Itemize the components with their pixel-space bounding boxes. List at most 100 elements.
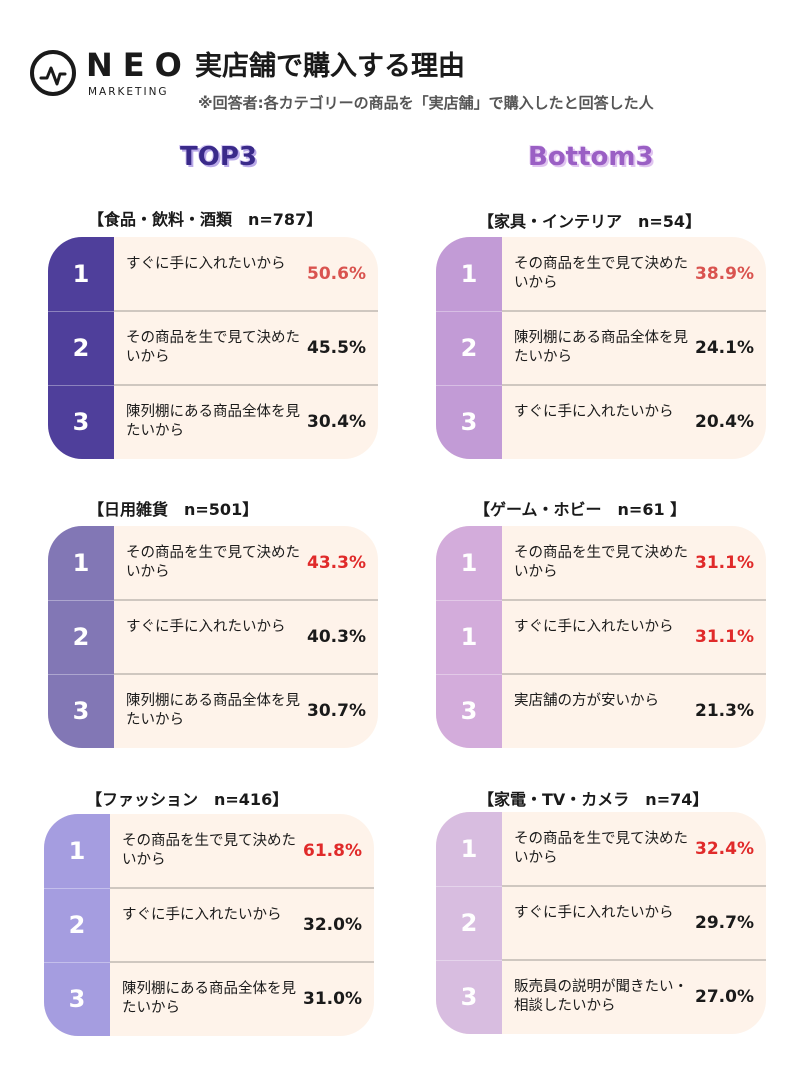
- rank-number: 2: [72, 623, 90, 651]
- table-row: 1 その商品を生で見て決めたいから 38.9%: [436, 237, 766, 311]
- ranking-card: 1 その商品を生で見て決めたいから 61.8% 2 すぐに手に入れたいから 32.0% 3 陳…: [44, 814, 374, 1036]
- rank-column: [48, 526, 114, 748]
- ranking-card: 1 その商品を生で見て決めたいから 38.9% 2 陳列棚にある商品全体を見たいから 24…: [436, 237, 766, 459]
- table-row: 2 すぐに手に入れたいから 40.3%: [48, 600, 378, 674]
- rank-number: 1: [68, 837, 86, 865]
- category-label: 【家電・TV・カメラ n=74】: [478, 790, 709, 809]
- table-row: 2 その商品を生で見て決めたいから 45.5%: [48, 311, 378, 385]
- row-divider: [114, 673, 378, 675]
- percentage-label: 24.1%: [695, 338, 754, 358]
- category-label: 【家具・インテリア n=54】: [478, 212, 702, 231]
- rank-number: 2: [460, 909, 478, 937]
- reason-text: 陳列棚にある商品全体を見たいから: [126, 693, 300, 728]
- rank-number: 3: [68, 985, 86, 1013]
- table-row: 2 すぐに手に入れたいから 32.0%: [44, 888, 374, 962]
- table-row: 3 陳列棚にある商品全体を見たいから 30.4%: [48, 385, 378, 459]
- section-title-top: TOP3: [180, 142, 257, 172]
- rank-number: 3: [72, 408, 90, 436]
- reason-text: すぐに手に入れたいから: [126, 256, 286, 272]
- rank-number: 1: [460, 835, 478, 863]
- percentage-label: 50.6%: [307, 264, 366, 284]
- reason-text: 陳列棚にある商品全体を見たいから: [122, 981, 296, 1016]
- rank-divider: [44, 962, 110, 963]
- page-title: 実店舗で購入する理由: [195, 51, 465, 82]
- row-divider: [502, 959, 766, 961]
- header: NEO MARKETING 実店舗で購入する理由 ※回答者:各カテゴリーの商品を…: [0, 0, 800, 130]
- rank-column: [436, 237, 502, 459]
- rank-number: 2: [72, 334, 90, 362]
- brand-name: NEO: [86, 46, 192, 84]
- row-divider: [114, 384, 378, 386]
- row-divider: [114, 599, 378, 601]
- percentage-label: 45.5%: [307, 338, 366, 358]
- brand-sub: MARKETING: [88, 86, 169, 98]
- percentage-label: 20.4%: [695, 412, 754, 432]
- rank-divider: [48, 600, 114, 601]
- reason-text: その商品を生で見て決めたいから: [514, 831, 688, 866]
- category-label: 【日用雑貨 n=501】: [88, 500, 259, 519]
- rank-number: 3: [460, 983, 478, 1011]
- rank-number: 1: [72, 549, 90, 577]
- table-row: 2 すぐに手に入れたいから 29.7%: [436, 886, 766, 960]
- table-row: 3 陳列棚にある商品全体を見たいから 30.7%: [48, 674, 378, 748]
- ranking-card: 1 すぐに手に入れたいから 50.6% 2 その商品を生で見て決めたいから 45.5% 3 陳…: [48, 237, 378, 459]
- rank-divider: [44, 888, 110, 889]
- table-row: 3 実店舗の方が安いから 21.3%: [436, 674, 766, 748]
- category-label: 【食品・飲料・酒類 n=787】: [88, 210, 323, 229]
- percentage-label: 31.1%: [695, 627, 754, 647]
- row-divider: [502, 599, 766, 601]
- percentage-label: 30.7%: [307, 701, 366, 721]
- rank-number: 1: [460, 549, 478, 577]
- reason-text: 販売員の説明が聞きたい・相談したいから: [514, 979, 688, 1014]
- table-row: 1 その商品を生で見て決めたいから 32.4%: [436, 812, 766, 886]
- reason-text: その商品を生で見て決めたいから: [126, 330, 300, 365]
- percentage-label: 29.7%: [695, 913, 754, 933]
- table-row: 3 陳列棚にある商品全体を見たいから 31.0%: [44, 962, 374, 1036]
- percentage-label: 61.8%: [303, 841, 362, 861]
- table-row: 1 その商品を生で見て決めたいから 31.1%: [436, 526, 766, 600]
- rank-column: [436, 526, 502, 748]
- rank-divider: [436, 886, 502, 887]
- category-label: 【ゲーム・ホビー n=61 】: [474, 500, 687, 519]
- rank-divider: [436, 600, 502, 601]
- row-divider: [110, 887, 374, 889]
- rank-divider: [436, 674, 502, 675]
- rank-number: 2: [460, 334, 478, 362]
- percentage-label: 32.0%: [303, 915, 362, 935]
- percentage-label: 43.3%: [307, 553, 366, 573]
- neo-logo-icon: [30, 50, 76, 96]
- ranking-card: 1 その商品を生で見て決めたいから 32.4% 2 すぐに手に入れたいから 29.7% 3 販…: [436, 812, 766, 1034]
- table-row: 1 その商品を生で見て決めたいから 61.8%: [44, 814, 374, 888]
- reason-text: すぐに手に入れたいから: [514, 404, 674, 420]
- reason-text: すぐに手に入れたいから: [122, 907, 282, 923]
- rank-divider: [48, 674, 114, 675]
- category-label: 【ファッション n=416】: [86, 790, 289, 809]
- reason-text: その商品を生で見て決めたいから: [514, 545, 688, 580]
- rank-number: 3: [72, 697, 90, 725]
- row-divider: [502, 673, 766, 675]
- rank-divider: [48, 311, 114, 312]
- section-title-bottom: Bottom3: [528, 142, 654, 172]
- reason-text: 陳列棚にある商品全体を見たいから: [126, 404, 300, 439]
- row-divider: [502, 310, 766, 312]
- rank-column: [44, 814, 110, 1036]
- table-row: 1 すぐに手に入れたいから 50.6%: [48, 237, 378, 311]
- rank-number: 1: [460, 623, 478, 651]
- row-divider: [110, 961, 374, 963]
- reason-text: 陳列棚にある商品全体を見たいから: [514, 330, 688, 365]
- rank-number: 1: [72, 260, 90, 288]
- rank-column: [436, 812, 502, 1034]
- rank-column: [48, 237, 114, 459]
- reason-text: すぐに手に入れたいから: [514, 619, 674, 635]
- ranking-card: 1 その商品を生で見て決めたいから 31.1% 1 すぐに手に入れたいから 31.1% 3 実…: [436, 526, 766, 748]
- table-row: 1 すぐに手に入れたいから 31.1%: [436, 600, 766, 674]
- rank-divider: [436, 311, 502, 312]
- reason-text: その商品を生で見て決めたいから: [514, 256, 688, 291]
- reason-text: 実店舗の方が安いから: [514, 693, 659, 709]
- table-row: 3 すぐに手に入れたいから 20.4%: [436, 385, 766, 459]
- rank-divider: [436, 960, 502, 961]
- row-divider: [502, 885, 766, 887]
- rank-divider: [436, 385, 502, 386]
- percentage-label: 30.4%: [307, 412, 366, 432]
- ranking-card: 1 その商品を生で見て決めたいから 43.3% 2 すぐに手に入れたいから 40.3% 3 陳…: [48, 526, 378, 748]
